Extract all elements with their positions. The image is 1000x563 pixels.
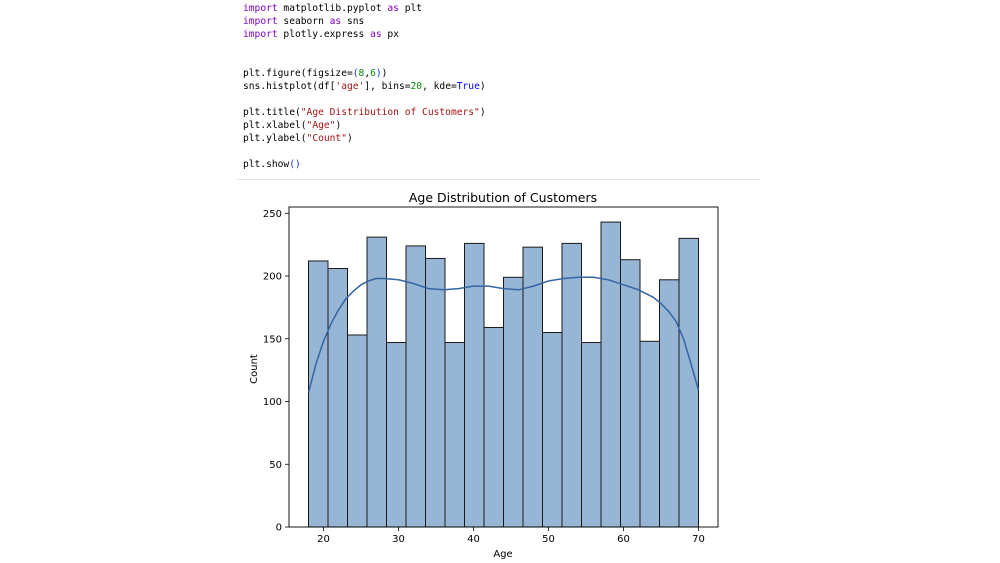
code-token: matplotlib.pyplot <box>277 3 388 14</box>
x-tick-label: 70 <box>692 534 705 545</box>
histogram-bar <box>425 257 446 528</box>
code-line: import seaborn as sns <box>243 15 486 28</box>
bars-group <box>308 221 699 528</box>
code-line: plt.xlabel("Age") <box>243 119 486 132</box>
histogram-bar <box>483 326 504 528</box>
histogram-bar <box>659 279 680 528</box>
code-cell[interactable]: import matplotlib.pyplot as plt import se… <box>236 0 760 180</box>
kde-line <box>307 276 700 393</box>
histogram-bar <box>444 342 465 528</box>
code-token: ) <box>479 81 486 92</box>
x-tick-label: 30 <box>392 534 405 545</box>
code-line: plt.title("Age Distribution of Customers… <box>243 106 486 119</box>
code-token: () <box>289 159 301 170</box>
y-tick-label: 100 <box>263 397 282 408</box>
histogram-bar <box>327 267 348 528</box>
code-token: 'age' <box>335 81 365 92</box>
x-tick-label: 50 <box>542 534 555 545</box>
code-line <box>243 54 486 67</box>
code-token: , kde= <box>422 81 457 92</box>
code-editor[interactable]: import matplotlib.pyplot as plt import se… <box>243 2 486 171</box>
code-token: import <box>243 29 278 40</box>
code-line <box>243 41 486 54</box>
code-token: plt.show <box>243 159 290 170</box>
x-axis-label: Age <box>493 549 512 560</box>
histogram-bar <box>581 342 602 528</box>
histogram-bar <box>503 276 524 528</box>
code-token: ) <box>346 133 353 144</box>
histogram-bar <box>678 237 699 528</box>
code-token: True <box>456 81 480 92</box>
code-token: plt.title( <box>243 107 301 118</box>
x-tick-label: 40 <box>467 534 480 545</box>
code-token: "Age" <box>306 120 336 131</box>
histogram-bar <box>620 259 641 528</box>
code-token: ], bins= <box>364 81 411 92</box>
code-token: seaborn <box>277 16 330 27</box>
histogram-bar <box>308 260 329 528</box>
code-token: "Count" <box>306 133 347 144</box>
x-tick-label: 20 <box>317 534 330 545</box>
y-tick-label: 50 <box>269 460 282 471</box>
axes-spines <box>288 206 719 528</box>
code-token: ) <box>381 68 388 79</box>
histogram-bar <box>405 245 426 528</box>
code-token: plt <box>398 3 423 14</box>
code-line: import plotly.express as px <box>243 28 486 41</box>
code-token: ) <box>375 68 382 79</box>
code-token: px <box>381 29 399 40</box>
code-token: plt.ylabel( <box>243 133 307 144</box>
histogram-chart: Age Distribution of Customers 20 30 40 50 60… <box>249 190 719 560</box>
code-line: plt.figure(figsize=(8,6)) <box>243 67 486 80</box>
code-token: 6 <box>370 68 376 79</box>
code-line <box>243 93 486 106</box>
x-axis-ticks: 20 30 40 50 60 70 <box>317 527 705 545</box>
histogram-bar <box>347 334 368 528</box>
code-line: plt.show() <box>243 158 486 171</box>
histogram-bar <box>386 342 407 528</box>
code-token: sns.histplot(df[ <box>243 81 336 92</box>
code-token: plt.xlabel( <box>243 120 307 131</box>
code-line: plt.ylabel("Count") <box>243 132 486 145</box>
code-token: , <box>364 68 371 79</box>
y-axis-ticks: 0 50 100 150 200 250 <box>263 209 289 534</box>
code-token: 8 <box>358 68 365 79</box>
y-axis-label: Count <box>249 354 260 384</box>
code-token: 20 <box>410 81 423 92</box>
x-tick-label: 60 <box>617 534 630 545</box>
histogram-bar <box>522 246 543 528</box>
y-tick-label: 0 <box>276 523 282 534</box>
code-token: as <box>387 3 399 14</box>
code-token: plotly.express <box>277 29 371 40</box>
code-token: import <box>243 3 278 14</box>
axes-frame <box>288 206 719 528</box>
code-token: ) <box>479 107 486 118</box>
histogram-bar <box>600 221 621 528</box>
code-line: sns.histplot(df['age'], bins=20, kde=Tru… <box>243 80 486 93</box>
histogram-bar <box>561 242 582 528</box>
code-token: "Age Distribution of Customers" <box>300 107 480 118</box>
code-token: import <box>243 16 278 27</box>
histogram-bar <box>639 340 660 528</box>
code-token: ( <box>352 68 359 79</box>
histogram-bar <box>542 331 563 528</box>
chart-title: Age Distribution of Customers <box>409 190 597 205</box>
code-line <box>243 145 486 158</box>
y-tick-label: 200 <box>263 272 282 283</box>
code-line: import matplotlib.pyplot as plt <box>243 2 486 15</box>
code-token: ) <box>335 120 342 131</box>
code-token: as <box>329 16 342 27</box>
code-token: sns <box>341 16 365 27</box>
y-tick-label: 150 <box>263 334 282 345</box>
y-tick-label: 250 <box>263 209 282 220</box>
code-token: plt.figure(figsize= <box>243 68 353 79</box>
code-token: as <box>370 29 382 40</box>
